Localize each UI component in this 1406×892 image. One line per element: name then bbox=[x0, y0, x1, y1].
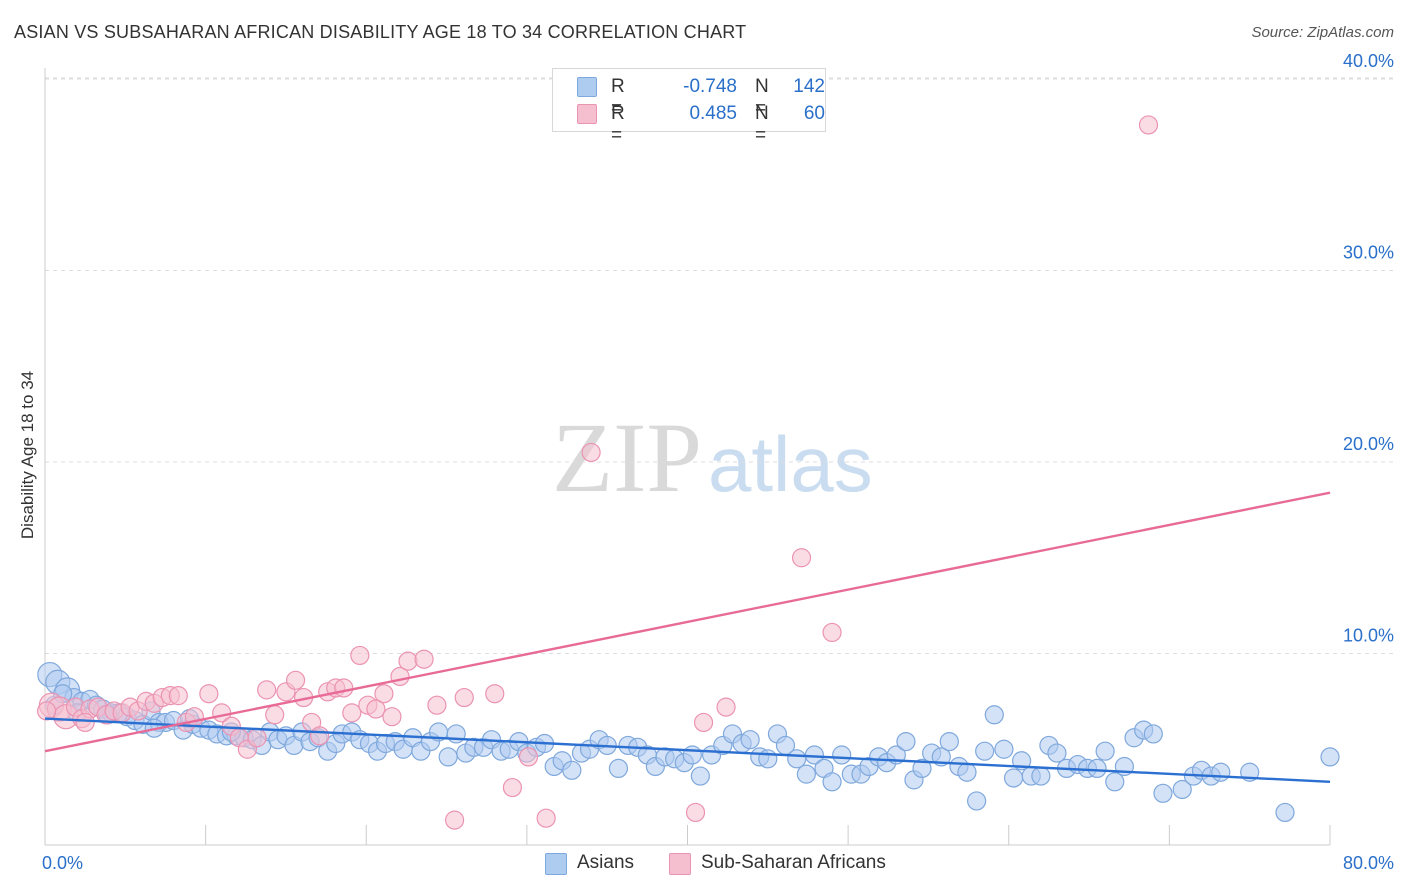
legend-label-africans: Sub-Saharan Africans bbox=[701, 852, 886, 873]
y-tick-label: 10.0% bbox=[1343, 626, 1394, 646]
point-africans bbox=[168, 686, 188, 706]
point-asians bbox=[438, 747, 458, 767]
y-axis-label-wrap: Disability Age 18 to 34 bbox=[16, 350, 40, 560]
y-tick-label: 40.0% bbox=[1343, 51, 1394, 71]
point-africans bbox=[444, 810, 465, 830]
point-asians bbox=[939, 731, 959, 752]
point-africans bbox=[716, 697, 736, 717]
y-tick-label: 30.0% bbox=[1343, 243, 1394, 263]
point-africans bbox=[366, 699, 386, 719]
point-asians bbox=[1047, 743, 1067, 763]
point-asians bbox=[1105, 772, 1125, 792]
point-asians bbox=[682, 745, 702, 765]
point-africans bbox=[310, 726, 330, 746]
point-africans bbox=[454, 687, 474, 708]
trendlines bbox=[44, 491, 1331, 784]
point-africans bbox=[685, 802, 706, 823]
point-asians bbox=[1087, 758, 1107, 779]
point-asians bbox=[1031, 766, 1051, 786]
point-asians bbox=[912, 758, 932, 779]
point-africans bbox=[791, 548, 812, 568]
legend-r-label: R = bbox=[611, 103, 625, 146]
legend-n-value-africans: 60 bbox=[803, 103, 825, 124]
point-africans bbox=[1138, 115, 1159, 135]
point-asians bbox=[1172, 779, 1192, 800]
legend-r-label: R = bbox=[611, 76, 625, 119]
watermark: ZIPatlas bbox=[552, 400, 873, 515]
y-axis-label: Disability Age 18 to 34 bbox=[18, 370, 37, 540]
x-tick-label: 80.0% bbox=[1343, 853, 1394, 873]
legend-r-value-asians: -0.748 bbox=[683, 76, 737, 97]
point-asians bbox=[975, 741, 995, 761]
point-asians bbox=[822, 772, 842, 792]
legend-r-value-africans: 0.485 bbox=[689, 103, 737, 124]
point-asians bbox=[1275, 802, 1295, 823]
point-asians bbox=[690, 766, 710, 786]
point-africans bbox=[382, 707, 402, 727]
point-africans bbox=[257, 680, 277, 700]
legend-n-label: N = bbox=[755, 103, 769, 146]
point-asians bbox=[1143, 724, 1163, 744]
point-africans bbox=[414, 649, 434, 669]
point-africans bbox=[37, 701, 57, 721]
point-africans bbox=[536, 808, 556, 828]
legend-swatch-asians bbox=[577, 77, 597, 97]
point-asians bbox=[608, 758, 629, 779]
point-africans bbox=[693, 712, 714, 733]
point-asians bbox=[787, 749, 807, 769]
point-asians bbox=[1003, 768, 1024, 788]
source-credit: Source: ZipAtlas.com bbox=[1251, 24, 1394, 41]
point-africans bbox=[350, 645, 370, 666]
point-asians bbox=[1153, 783, 1173, 803]
tick-labels: 10.0% 20.0% 30.0% 40.0% 0.0% 80.0% bbox=[42, 51, 1394, 873]
legend-swatch-asians bbox=[545, 853, 567, 875]
point-asians bbox=[1095, 741, 1115, 761]
point-africans bbox=[75, 712, 95, 733]
point-africans bbox=[334, 678, 354, 698]
point-asians bbox=[740, 730, 760, 750]
y-tick-label: 20.0% bbox=[1343, 434, 1394, 454]
point-africans bbox=[502, 777, 523, 798]
point-asians bbox=[758, 749, 778, 769]
point-africans bbox=[485, 684, 505, 704]
gridlines bbox=[45, 77, 1394, 654]
watermark-zip: ZIP bbox=[552, 402, 702, 513]
point-asians bbox=[562, 760, 582, 780]
point-asians bbox=[1211, 762, 1231, 782]
trendline-asians bbox=[44, 717, 1331, 784]
series-africans bbox=[37, 115, 1159, 830]
point-africans bbox=[518, 747, 539, 767]
point-asians bbox=[832, 745, 852, 765]
point-africans bbox=[581, 442, 601, 463]
point-africans bbox=[247, 728, 267, 748]
point-asians bbox=[967, 791, 987, 811]
point-africans bbox=[342, 703, 362, 723]
chart-title: ASIAN VS SUBSAHARAN AFRICAN DISABILITY A… bbox=[14, 22, 747, 42]
point-africans bbox=[374, 684, 394, 704]
point-africans bbox=[199, 684, 219, 704]
point-asians bbox=[896, 731, 916, 752]
x-tick-label: 0.0% bbox=[42, 853, 83, 873]
point-asians bbox=[1320, 747, 1340, 767]
point-africans bbox=[398, 651, 418, 671]
point-asians bbox=[984, 705, 1004, 725]
point-africans bbox=[265, 705, 285, 725]
legend-swatch-africans bbox=[577, 104, 597, 124]
watermark-atlas: atlas bbox=[708, 420, 873, 508]
legend-n-value-asians: 142 bbox=[793, 76, 825, 97]
point-africans bbox=[822, 622, 842, 643]
point-asians bbox=[994, 739, 1014, 759]
point-africans bbox=[285, 670, 306, 690]
trendline-africans bbox=[44, 491, 1331, 753]
legend-label-asians: Asians bbox=[577, 852, 635, 873]
legend-n-label: N = bbox=[755, 76, 769, 119]
point-asians bbox=[957, 762, 977, 782]
point-africans bbox=[427, 695, 447, 715]
point-asians bbox=[796, 764, 816, 784]
correlation-legend: R = -0.748 N = 142 R = 0.485 N = 60 bbox=[552, 68, 826, 146]
legend-swatch-africans bbox=[669, 853, 691, 875]
